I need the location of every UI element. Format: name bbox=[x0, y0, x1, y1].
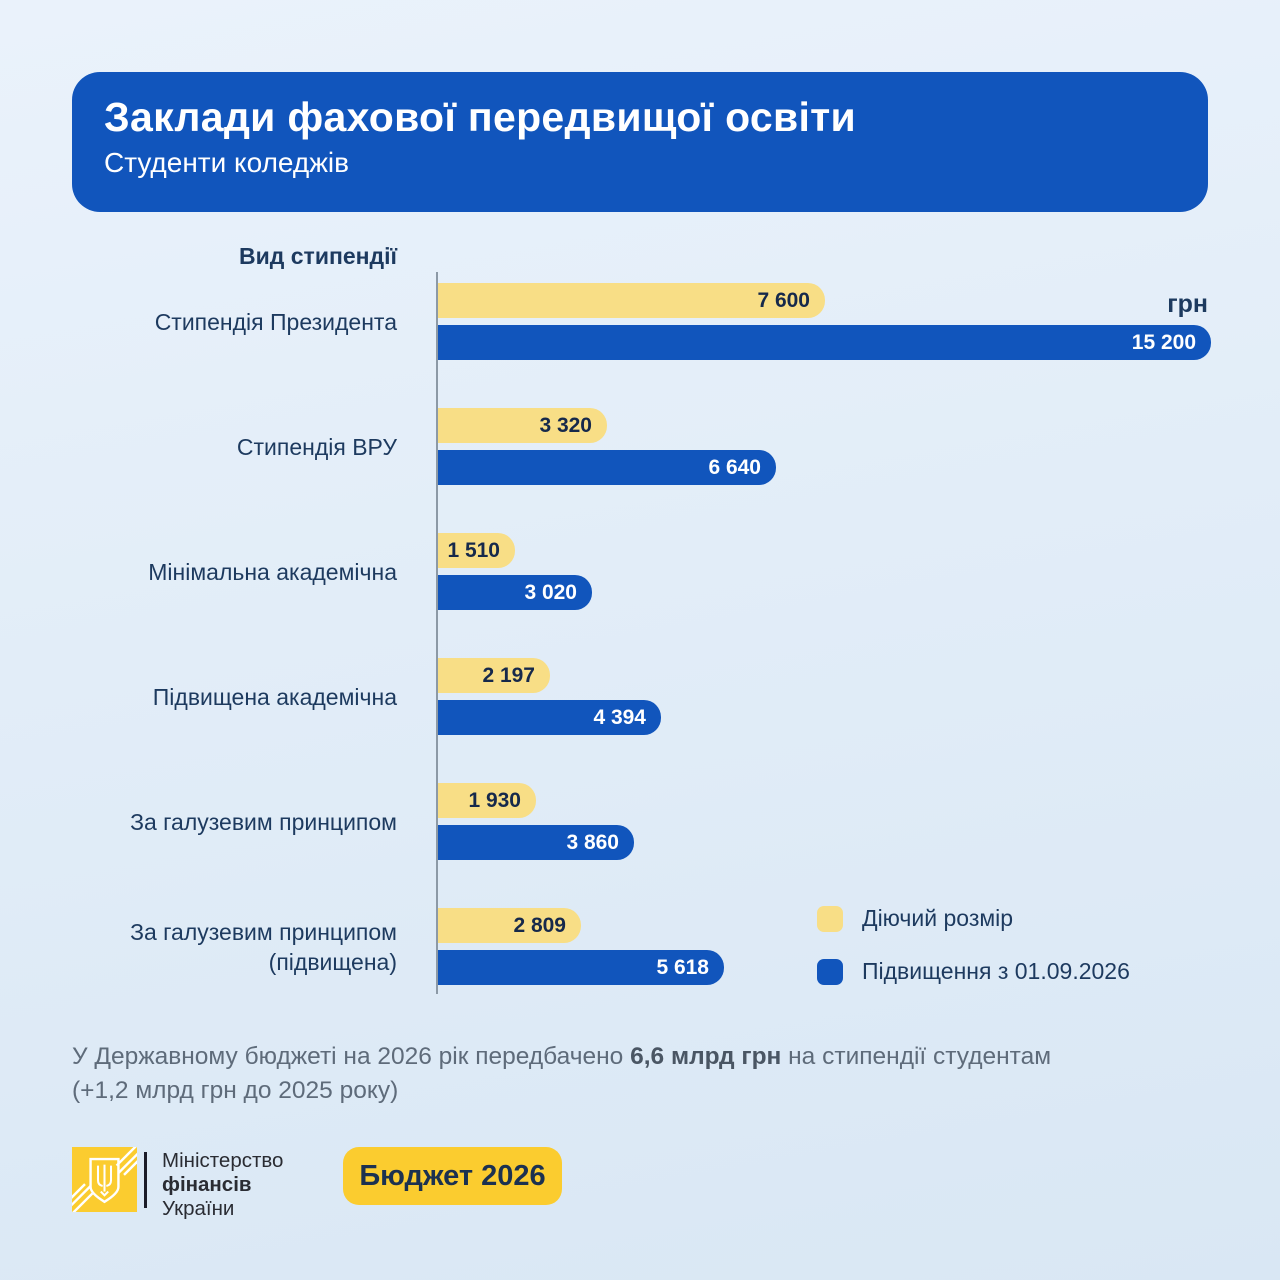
legend-label: Підвищення з 01.09.2026 bbox=[862, 958, 1130, 984]
category-label-line: (підвищена) bbox=[268, 948, 397, 975]
bar-value-label: 15 200 bbox=[1131, 331, 1196, 354]
bar-value-label: 3 020 bbox=[524, 581, 577, 604]
axis-title: Вид стипендії bbox=[239, 243, 397, 269]
category-label: Стипендія Президента bbox=[72, 283, 397, 360]
category-label-line: За галузевим принципом bbox=[130, 808, 397, 835]
footnote-highlight: 6,6 млрд грн bbox=[630, 1043, 782, 1070]
ministry-logo-text: Міністерство фінансів України bbox=[162, 1149, 283, 1221]
logo-divider bbox=[144, 1152, 147, 1208]
bar-value-label: 7 600 bbox=[757, 289, 810, 312]
bar-value-label: 2 197 bbox=[482, 664, 535, 687]
header-banner: Заклади фахової передвищої освіти Студен… bbox=[72, 72, 1208, 212]
page-title: Заклади фахової передвищої освіти bbox=[104, 94, 857, 140]
category-label-line: Стипендія ВРУ bbox=[236, 433, 397, 460]
bar-value-label: 1 930 bbox=[468, 789, 521, 812]
unit-label: грн bbox=[1167, 290, 1208, 318]
legend-item-increased: Підвищення з 01.09.2026 bbox=[817, 958, 1130, 985]
bar-value-label: 6 640 bbox=[708, 456, 761, 479]
logo-line: України bbox=[162, 1197, 235, 1220]
footnote-text: У Державному бюджеті на 2026 рік передба… bbox=[72, 1043, 631, 1070]
bar-current: 2 809 bbox=[438, 908, 581, 943]
chart-row: Стипендія Президента 7 600 15 200 bbox=[72, 283, 1211, 360]
axis-line bbox=[436, 272, 438, 994]
legend-label: Діючий розмір bbox=[862, 905, 1014, 931]
chart-row: Мінімальна академічна 1 510 3 020 bbox=[72, 533, 1208, 610]
legend-item-current: Діючий розмір bbox=[817, 905, 1130, 932]
chart-rows: Стипендія Президента 7 600 15 200 Стипендія… bbox=[72, 240, 1211, 1010]
bar-increased: 15 200 bbox=[438, 325, 1211, 360]
bar-current: 2 197 bbox=[438, 658, 550, 693]
bar-current: 7 600 bbox=[438, 283, 825, 318]
bar-value-label: 4 394 bbox=[593, 706, 646, 729]
logo-line: фінансів bbox=[162, 1173, 252, 1196]
bar-increased: 4 394 bbox=[438, 700, 661, 735]
bar-value-label: 5 618 bbox=[656, 956, 709, 979]
bar-increased: 3 020 bbox=[438, 575, 592, 610]
bar-increased: 6 640 bbox=[438, 450, 776, 485]
legend-swatch-yellow bbox=[817, 905, 843, 932]
bar-current: 3 320 bbox=[438, 408, 607, 443]
minfin-emblem-icon bbox=[67, 1142, 142, 1215]
logo-line: Міністерство bbox=[162, 1149, 284, 1172]
bar-value-label: 3 860 bbox=[566, 831, 619, 854]
legend-swatch-blue bbox=[817, 958, 843, 985]
bar-value-label: 3 320 bbox=[539, 414, 592, 437]
category-label: Підвищена академічна bbox=[72, 658, 397, 735]
bar-chart: Вид стипендії грн Стипендія Президента 7 … bbox=[72, 240, 1211, 1011]
chart-row: Підвищена академічна 2 197 4 394 bbox=[72, 658, 1208, 735]
page-subtitle: Студенти коледжів bbox=[104, 147, 350, 178]
bar-increased: 5 618 bbox=[438, 950, 724, 985]
category-label-line: Підвищена академічна bbox=[152, 683, 397, 710]
category-label: Стипендія ВРУ bbox=[72, 408, 397, 485]
category-label-line: Стипендія Президента bbox=[154, 308, 397, 335]
category-label: Мінімальна академічна bbox=[72, 533, 397, 610]
chart-row: За галузевим принципом (підвищена) 2 809 5 … bbox=[72, 908, 1208, 985]
chart-row: Стипендія ВРУ 3 320 6 640 bbox=[72, 408, 1208, 485]
category-label: За галузевим принципом (підвищена) bbox=[72, 908, 397, 985]
chart-row: За галузевим принципом 1 930 3 860 bbox=[72, 783, 1208, 860]
budget-2026-badge: Бюджет 2026 bbox=[343, 1147, 562, 1205]
footnote-line2: (+1,2 млрд грн до 2025 року) bbox=[72, 1077, 399, 1104]
chart-legend: Діючий розмір Підвищення з 01.09.2026 bbox=[817, 905, 1130, 1011]
bar-value-label: 2 809 bbox=[513, 914, 566, 937]
category-label-line: За галузевим принципом bbox=[130, 918, 397, 945]
footnote-text: на стипендії студентам bbox=[781, 1043, 1052, 1070]
category-label: За галузевим принципом bbox=[72, 783, 397, 860]
bar-current: 1 510 bbox=[438, 533, 515, 568]
bar-increased: 3 860 bbox=[438, 825, 634, 860]
footnote: У Державному бюджеті на 2026 рік передба… bbox=[72, 1040, 1192, 1108]
bar-current: 1 930 bbox=[438, 783, 536, 818]
category-label-line: Мінімальна академічна bbox=[148, 558, 397, 585]
bar-value-label: 1 510 bbox=[447, 539, 500, 562]
